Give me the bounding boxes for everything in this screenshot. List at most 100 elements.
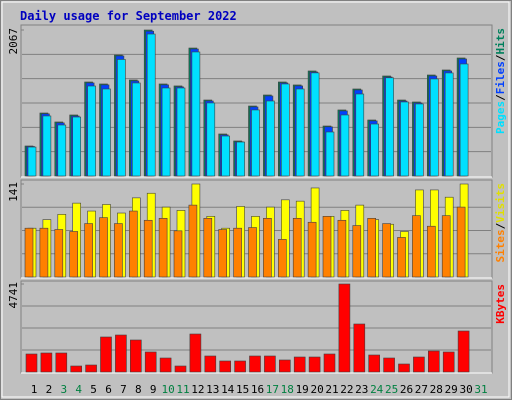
bar	[249, 355, 261, 373]
bar	[397, 237, 406, 278]
bar	[42, 115, 52, 177]
bar	[173, 230, 183, 278]
bar	[340, 114, 350, 177]
bar	[130, 339, 142, 373]
bar	[117, 59, 126, 177]
bar	[325, 131, 335, 177]
x-tick-label: 8	[135, 383, 142, 396]
bar	[429, 78, 439, 177]
bar	[159, 357, 172, 373]
legend-separator: /	[494, 222, 507, 229]
bar	[85, 364, 97, 373]
bar	[24, 227, 34, 278]
bar	[146, 33, 156, 177]
legend-entry: Hits	[494, 28, 507, 55]
bar	[415, 103, 424, 177]
bar	[191, 51, 201, 177]
bar	[87, 85, 96, 177]
bar	[370, 123, 380, 177]
bar	[144, 351, 157, 373]
bar	[266, 100, 275, 177]
legend: Pages/Files/Hits	[494, 28, 507, 134]
x-tick-label: 30	[459, 383, 472, 396]
legend: Sites/Visits	[494, 183, 507, 263]
bar	[233, 227, 242, 278]
x-tick-label: 26	[400, 383, 413, 396]
legend-entry: KBytes	[494, 284, 507, 324]
bar	[307, 221, 317, 278]
x-tick-label: 1	[31, 383, 38, 396]
bar	[292, 217, 302, 278]
bar	[174, 365, 187, 373]
bar	[84, 223, 93, 278]
x-tick-label: 5	[90, 383, 97, 396]
bar	[206, 102, 216, 177]
bar	[203, 217, 213, 278]
x-tick-label: 22	[340, 383, 353, 396]
x-tick-label: 25	[385, 383, 398, 396]
bar	[99, 217, 108, 278]
legend-entry: Pages	[494, 101, 507, 134]
bar	[441, 215, 451, 278]
bar	[221, 135, 230, 177]
bar	[100, 336, 112, 373]
bar	[234, 360, 246, 373]
legend-separator: /	[494, 94, 507, 101]
x-tick-label: 12	[191, 383, 204, 396]
bar	[355, 93, 365, 177]
x-tick-label: 2	[46, 383, 53, 396]
bar	[263, 217, 272, 278]
bar	[161, 87, 171, 177]
bar	[295, 88, 305, 177]
legend: KBytes	[494, 284, 507, 324]
bar	[57, 124, 67, 177]
x-tick-label: 3	[60, 383, 67, 396]
bar	[323, 353, 336, 373]
y-tick-label: 141	[7, 182, 20, 202]
bar	[385, 77, 394, 177]
x-tick-label: 13	[206, 383, 219, 396]
bar	[188, 204, 198, 278]
bar	[367, 217, 377, 278]
bar	[368, 354, 381, 373]
bar	[25, 353, 38, 373]
x-tick-label: 14	[221, 383, 235, 396]
x-tick-label: 9	[150, 383, 157, 396]
bar	[158, 217, 168, 278]
bar	[383, 357, 395, 373]
x-tick-label: 18	[281, 383, 294, 396]
bar	[236, 141, 245, 177]
x-tick-label: 4	[75, 383, 82, 396]
bar	[176, 87, 186, 177]
bar	[114, 223, 123, 278]
bar	[457, 330, 470, 373]
bar	[102, 88, 111, 177]
x-tick-label: 10	[161, 383, 174, 396]
bar	[444, 72, 454, 177]
x-tick-label: 6	[105, 383, 112, 396]
bar	[219, 360, 231, 373]
x-tick-label: 19	[296, 383, 309, 396]
bar	[456, 206, 466, 278]
bar	[459, 63, 469, 177]
bar	[189, 333, 202, 373]
bar	[293, 356, 306, 373]
x-tick-label: 11	[176, 383, 189, 396]
bar	[337, 219, 347, 278]
y-tick-label: 4741	[7, 282, 20, 309]
x-tick-label: 20	[310, 383, 323, 396]
y-tick-label: 2067	[7, 28, 20, 55]
x-tick-label: 21	[325, 383, 338, 396]
legend-entry: Files	[494, 61, 507, 94]
bar	[70, 365, 82, 373]
x-tick-label: 24	[370, 383, 384, 396]
bar	[39, 227, 49, 278]
bar	[143, 219, 153, 278]
x-tick-label: 17	[266, 383, 279, 396]
x-tick-label: 27	[415, 383, 428, 396]
bar	[40, 352, 53, 373]
bar	[264, 355, 276, 373]
